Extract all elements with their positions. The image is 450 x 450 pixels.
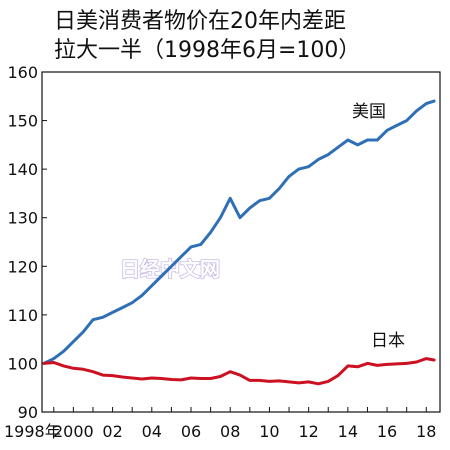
series-line-usa [42, 99, 436, 365]
series-layer [42, 99, 436, 386]
plot-area-frame [41, 71, 441, 413]
y-tick-label: 140 [7, 160, 38, 179]
chart-title-line-1: 日美消费者物价在20年内差距 [54, 9, 346, 34]
x-tick-label: 12 [298, 422, 318, 441]
x-tick-label: 1998年 [4, 422, 61, 441]
x-tick-label: 16 [377, 422, 397, 441]
y-tick-label: 100 [7, 354, 38, 373]
y-tick-label: 130 [7, 209, 38, 228]
y-tick-label: 90 [18, 403, 38, 422]
x-tick-label: 2000 [53, 422, 94, 441]
x-tick-label: 18 [416, 422, 436, 441]
x-tick-label: 04 [142, 422, 162, 441]
series-line-japan [42, 357, 436, 386]
x-tick-label: 08 [220, 422, 240, 441]
y-tick-label: 160 [7, 63, 38, 82]
chart-title-line-2: 拉大一半（1998年6月=100） [54, 38, 360, 63]
series-label-japan: 日本 [371, 331, 405, 351]
x-tick-label: 02 [102, 422, 122, 441]
x-tick-label: 14 [338, 422, 358, 441]
y-axis: 90 100 110 120 130 140 150 160 [7, 63, 47, 422]
y-tick-label: 150 [7, 112, 38, 131]
x-tick-label: 10 [259, 422, 279, 441]
y-tick-label: 120 [7, 257, 38, 276]
x-tick-label: 06 [181, 422, 201, 441]
y-tick-label: 110 [7, 306, 38, 325]
series-label-usa: 美国 [352, 102, 386, 122]
